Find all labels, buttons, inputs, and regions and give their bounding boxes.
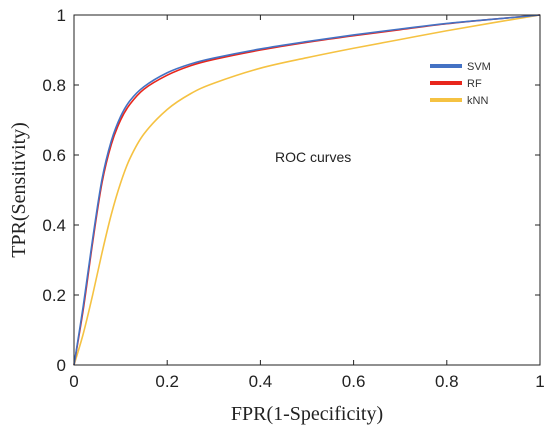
x-tick-label: 0.4: [249, 372, 273, 391]
series-line-svm: [73, 14, 541, 366]
x-axis-title: FPR(1-Specificity): [231, 403, 383, 425]
x-tick-label: 0.6: [342, 372, 366, 391]
legend: SVM RF kNN: [430, 61, 491, 107]
y-tick-label: 0: [57, 356, 66, 375]
series-line-knn: [73, 14, 541, 366]
plot-frame: [73, 14, 541, 366]
series-lines: [73, 14, 541, 366]
y-tick-label: 0.2: [42, 286, 66, 305]
y-tick-label: 0.6: [42, 146, 66, 165]
x-tick-label: 1: [535, 372, 544, 391]
legend-label-svm: SVM: [467, 61, 491, 73]
x-tick-label: 0: [69, 372, 78, 391]
y-axis-ticks: 0 0.2 0.4 0.6 0.8 1: [42, 6, 540, 375]
x-tick-label: 0.2: [155, 372, 179, 391]
plot-area: [74, 15, 540, 365]
legend-label-knn: kNN: [467, 95, 488, 107]
y-tick-label: 0.8: [42, 76, 66, 95]
y-tick-label: 0.4: [42, 216, 66, 235]
legend-label-rf: RF: [467, 78, 482, 90]
x-axis-ticks: 0 0.2 0.4 0.6 0.8 1: [69, 15, 545, 391]
x-tick-label: 0.8: [435, 372, 459, 391]
y-axis-title: TPR(Sensitivity): [8, 122, 30, 258]
annotation-label: ROC curves: [275, 149, 351, 165]
y-tick-label: 1: [57, 6, 66, 25]
